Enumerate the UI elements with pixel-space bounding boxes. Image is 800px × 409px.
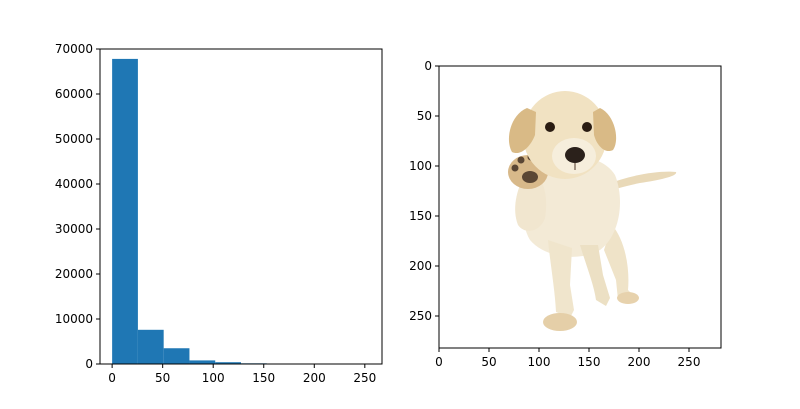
- histogram-x-tick-label: 50: [155, 371, 170, 385]
- histogram-bar: [137, 329, 164, 364]
- image-x-tick-label: 0: [435, 355, 443, 369]
- puppy-left-eye: [545, 122, 555, 132]
- image-y-ticks: 0 50 100 150 200 250: [409, 59, 439, 323]
- histogram-x-tick-label: 0: [108, 371, 116, 385]
- puppy-front-leg-2: [580, 245, 610, 306]
- puppy-left-ear: [508, 108, 536, 154]
- histogram-y-ticks: 0 10000 20000 30000 40000 50000 60000 70000: [55, 42, 100, 371]
- histogram-y-tick-label: 70000: [55, 42, 93, 56]
- puppy-front-paw: [543, 313, 577, 331]
- puppy-tail: [605, 171, 677, 192]
- puppy-raised-leg: [515, 175, 547, 231]
- histogram-x-tick-label: 100: [202, 371, 225, 385]
- histogram-bar: [112, 58, 138, 365]
- histogram-frame: [99, 48, 383, 365]
- histogram-axes: 0 50 100 150 200 250 0 10000 20000 30000 40000 500…: [55, 42, 383, 385]
- image-y-tick-label: 50: [417, 109, 432, 123]
- image-y-tick-label: 100: [409, 159, 432, 173]
- histogram-x-tick-label: 150: [252, 371, 275, 385]
- image-axes: 0 50 100 150 200 250 0 50 100 150 200 250: [409, 59, 722, 369]
- image-x-ticks: 0 50 100 150 200 250: [435, 348, 700, 369]
- puppy-right-ear: [593, 108, 617, 152]
- puppy-nose: [565, 147, 585, 163]
- histogram-y-tick-label: 10000: [55, 312, 93, 326]
- histogram-y-tick-label: 50000: [55, 132, 93, 146]
- image-frame: [438, 65, 722, 349]
- histogram-bar: [163, 348, 190, 364]
- image-y-tick-label: 250: [409, 309, 432, 323]
- image-y-tick-label: 0: [424, 59, 432, 73]
- histogram-y-tick-label: 20000: [55, 267, 93, 281]
- image-x-tick-label: 150: [578, 355, 601, 369]
- histogram-y-tick-label: 30000: [55, 222, 93, 236]
- image-x-tick-label: 50: [481, 355, 496, 369]
- histogram-y-tick-label: 60000: [55, 87, 93, 101]
- histogram-x-tick-label: 250: [353, 371, 376, 385]
- histogram-x-tick-label: 200: [303, 371, 326, 385]
- image-y-tick-label: 150: [409, 209, 432, 223]
- image-x-tick-label: 250: [678, 355, 701, 369]
- puppy-back-leg: [604, 225, 638, 303]
- puppy-right-eye: [582, 122, 592, 132]
- histogram-x-ticks: 0 50 100 150 200 250: [108, 364, 376, 385]
- image-x-tick-label: 100: [528, 355, 551, 369]
- histogram-bars: [112, 58, 370, 365]
- image-y-tick-label: 200: [409, 259, 432, 273]
- puppy-photo: [439, 66, 721, 348]
- histogram-y-tick-label: 40000: [55, 177, 93, 191]
- puppy-body: [522, 154, 620, 257]
- image-x-tick-label: 200: [628, 355, 651, 369]
- puppy-front-leg: [548, 240, 574, 318]
- puppy-back-paw: [617, 292, 639, 304]
- histogram-y-tick-label: 0: [85, 357, 93, 371]
- histogram-bar: [189, 360, 216, 364]
- histogram-bar: [215, 362, 241, 364]
